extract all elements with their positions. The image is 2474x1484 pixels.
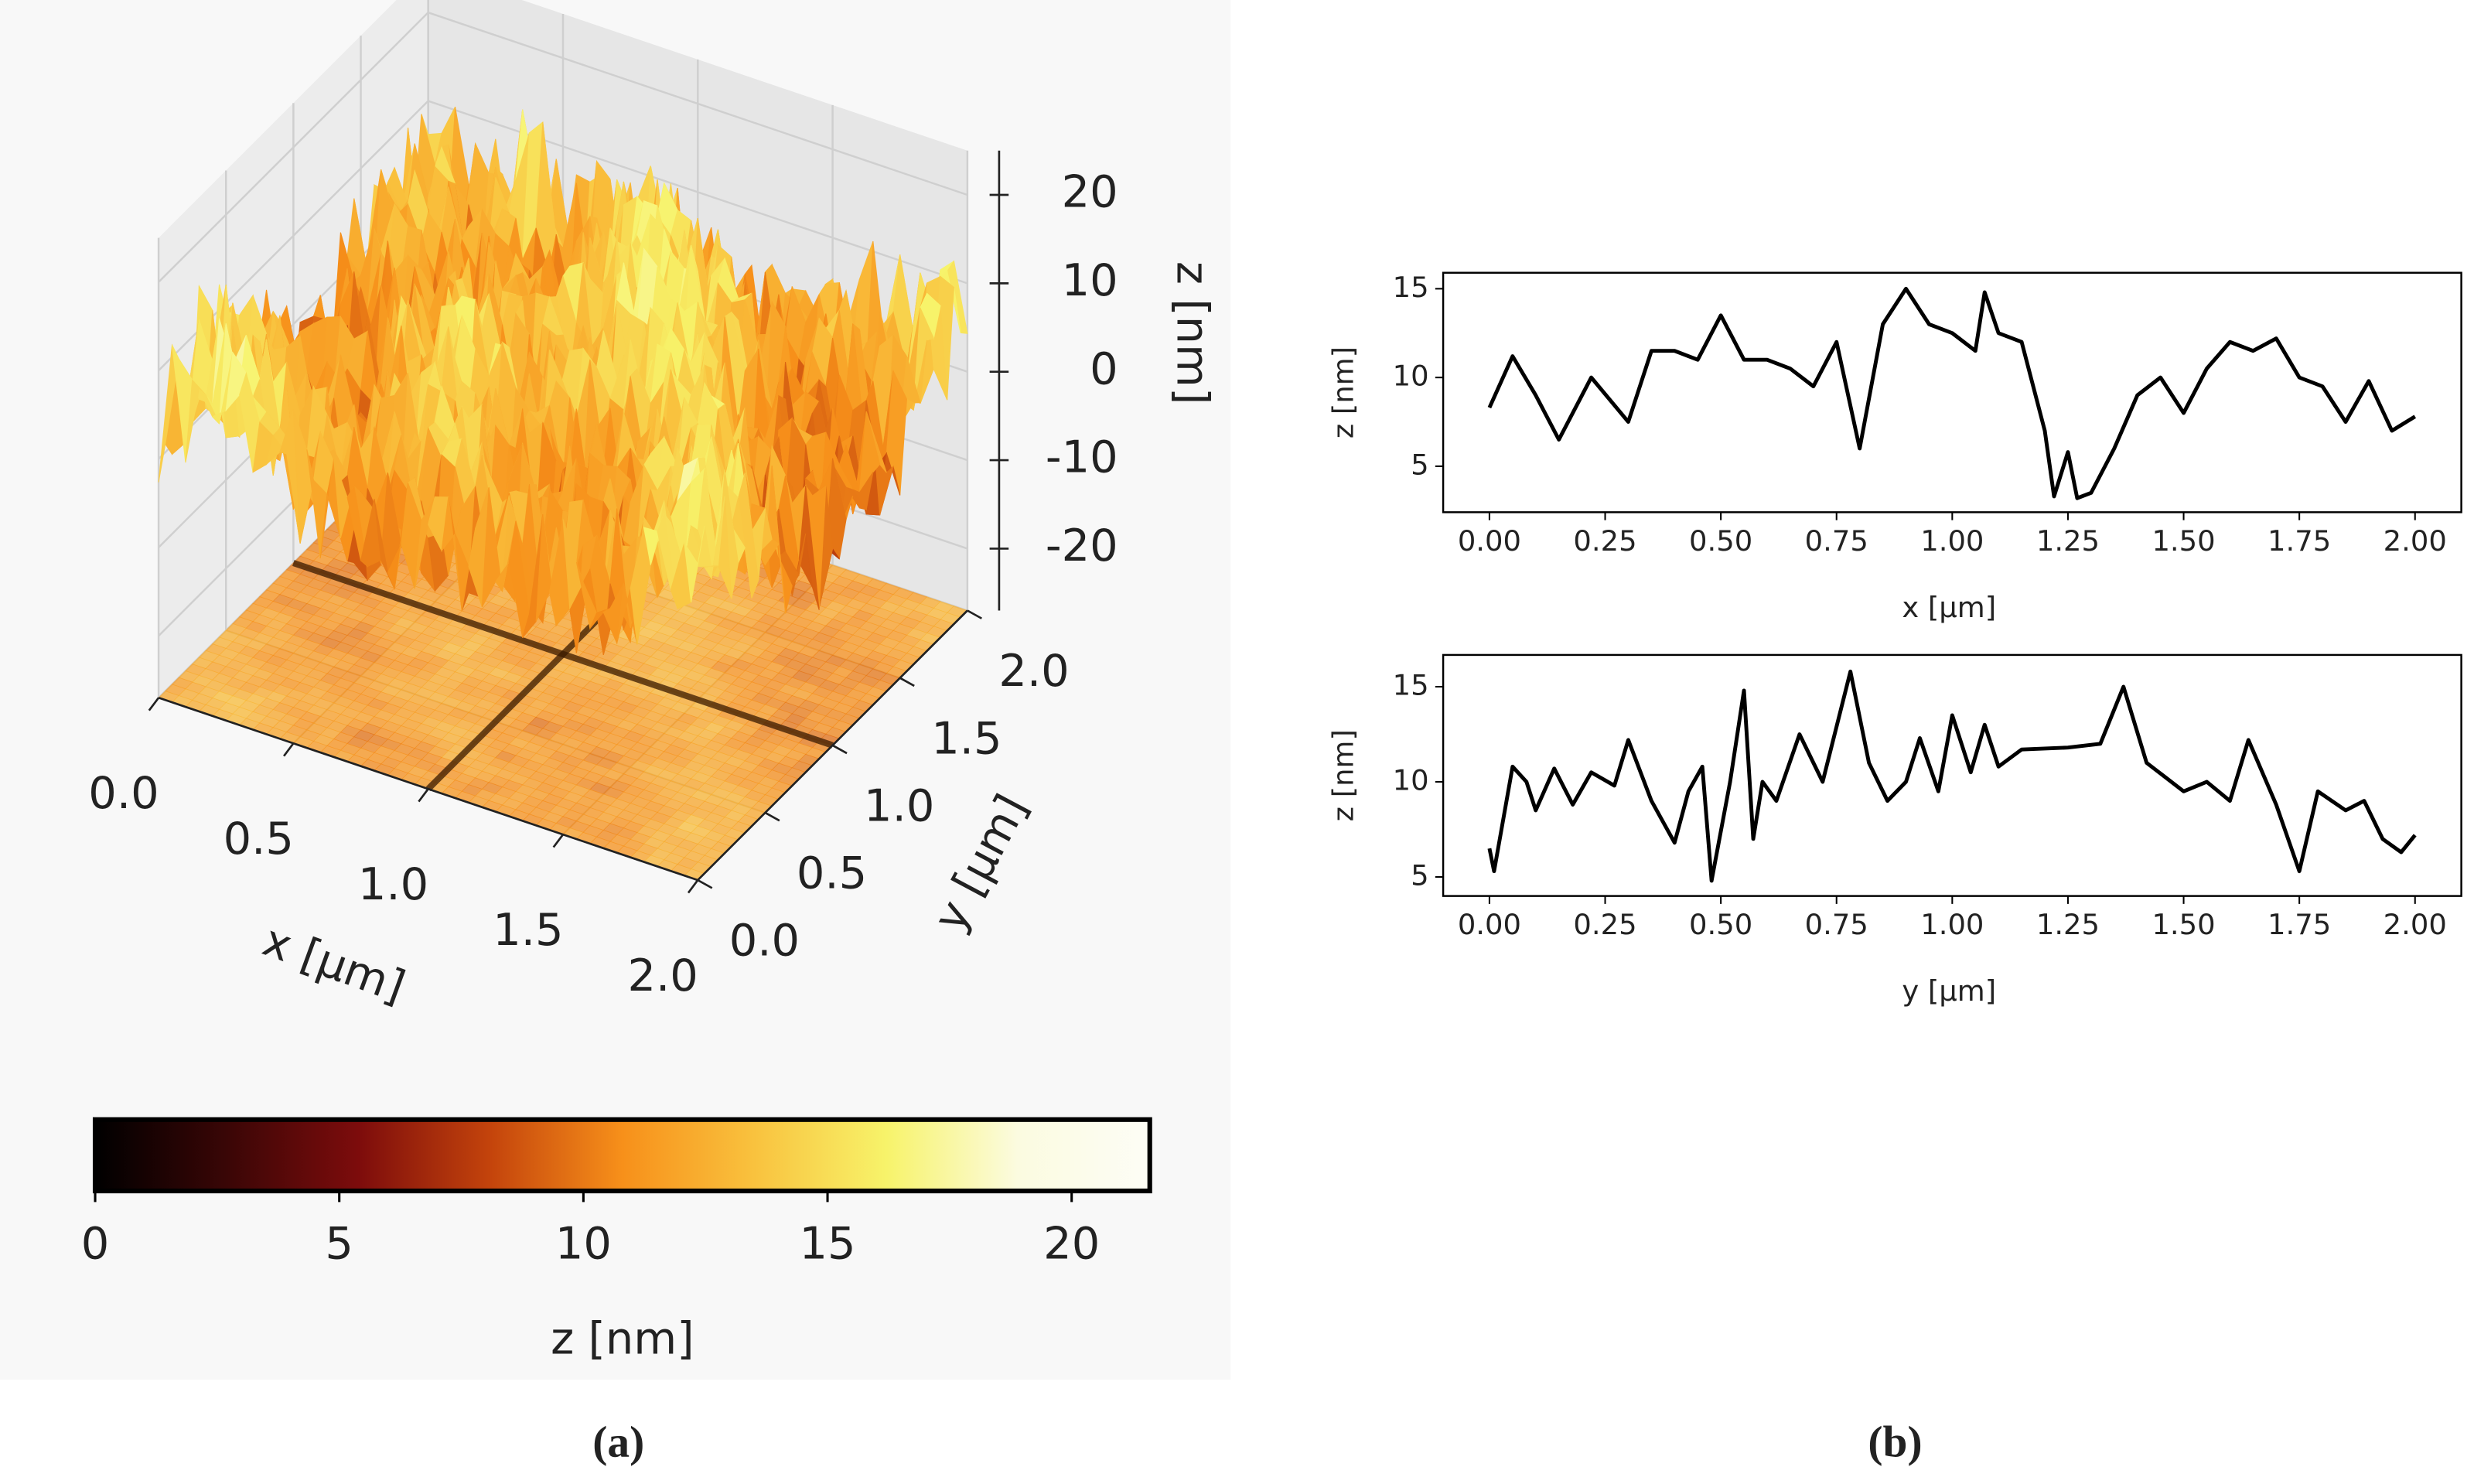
x-tick-label: 1.75 bbox=[2268, 524, 2331, 558]
caption-b: (b) bbox=[1868, 1417, 1922, 1466]
colorbar-tick-label: 10 bbox=[555, 1217, 612, 1269]
y-tick-label: 15 bbox=[1393, 669, 1429, 702]
caption-a: (a) bbox=[592, 1417, 644, 1466]
x-tick bbox=[148, 697, 160, 711]
x-tick-label: 1.0 bbox=[358, 858, 428, 910]
y-tick bbox=[899, 677, 915, 687]
x-tick-label: 0.25 bbox=[1573, 908, 1636, 941]
grid-line bbox=[158, 11, 968, 283]
x-tick-label: 2.0 bbox=[628, 950, 698, 1001]
x-tick-label: 0.50 bbox=[1689, 524, 1752, 558]
y-tick bbox=[967, 609, 982, 619]
z-tick-label: -10 bbox=[1046, 432, 1118, 483]
x-tick-label: 0.5 bbox=[224, 813, 294, 865]
x-tick-label: 1.25 bbox=[2036, 908, 2100, 941]
x-tick-label: 0.0 bbox=[88, 767, 159, 819]
x-tick-label: 0.75 bbox=[1805, 908, 1868, 941]
colorbar-label: z [nm] bbox=[551, 1312, 694, 1364]
x-axis-label: y [μm] bbox=[1902, 974, 1996, 1008]
x-tick bbox=[687, 879, 699, 894]
x-tick-label: 1.50 bbox=[2152, 908, 2215, 941]
x-tick-label: 0.00 bbox=[1458, 524, 1521, 558]
x-tick-label: 1.5 bbox=[493, 904, 563, 956]
y-tick-label: 0.5 bbox=[797, 848, 867, 899]
y-tick bbox=[697, 878, 713, 889]
z-tick-label: 10 bbox=[1062, 254, 1118, 306]
x-tick-label: 0.75 bbox=[1805, 524, 1868, 558]
y-tick bbox=[831, 744, 848, 755]
colorbar-tick-label: 20 bbox=[1043, 1217, 1100, 1269]
x-tick-label: 2.00 bbox=[2384, 524, 2447, 558]
y-tick-label: 5 bbox=[1411, 859, 1428, 892]
x-tick bbox=[418, 788, 429, 803]
plot-frame bbox=[1442, 271, 2462, 513]
x-tick-label: 1.00 bbox=[1920, 908, 1984, 941]
x-tick-label: 0.25 bbox=[1573, 524, 1636, 558]
x-tick bbox=[552, 834, 565, 848]
y-tick-label: 1.5 bbox=[931, 712, 1002, 764]
y-tick-label: 2.0 bbox=[998, 645, 1069, 697]
y-tick bbox=[764, 811, 780, 822]
x-tick-label: 1.50 bbox=[2152, 524, 2215, 558]
x-tick-label: 1.75 bbox=[2268, 908, 2331, 941]
y-tick-label: 0.0 bbox=[729, 915, 800, 967]
y-tick-label: 15 bbox=[1393, 271, 1429, 304]
y-tick-label: 10 bbox=[1393, 360, 1429, 393]
colorbar-tick-label: 15 bbox=[800, 1217, 856, 1269]
z-tick-label: 0 bbox=[1090, 343, 1118, 394]
surface-cell bbox=[684, 526, 705, 602]
profile-line bbox=[1487, 286, 2417, 500]
y-axis-label: z [nm] bbox=[1326, 346, 1360, 438]
grid-line bbox=[158, 100, 968, 372]
profile-line bbox=[1487, 669, 2417, 883]
colorbar-tick-label: 5 bbox=[325, 1217, 353, 1269]
z-tick-label: -20 bbox=[1046, 520, 1118, 571]
x-tick-label: 2.00 bbox=[2384, 908, 2447, 941]
x-tick bbox=[282, 742, 295, 757]
z-axis-label: z [nm] bbox=[1166, 261, 1218, 404]
x-axis-label: x [μm] bbox=[1902, 591, 1996, 624]
colorbar-tick-label: 0 bbox=[81, 1217, 110, 1269]
x-tick-label: 1.25 bbox=[2036, 524, 2100, 558]
y-tick-label: 1.0 bbox=[864, 780, 934, 831]
y-tick-label: 5 bbox=[1411, 448, 1428, 481]
z-tick-label: 20 bbox=[1062, 166, 1118, 218]
y-tick-label: 10 bbox=[1393, 764, 1429, 797]
profile-line bbox=[292, 560, 834, 749]
y-axis-label: z [nm] bbox=[1326, 729, 1360, 821]
colorbar bbox=[92, 1117, 1152, 1194]
x-tick-label: 1.00 bbox=[1920, 524, 1984, 558]
x-tick-label: 0.50 bbox=[1689, 908, 1752, 941]
x-tick-label: 0.00 bbox=[1458, 908, 1521, 941]
